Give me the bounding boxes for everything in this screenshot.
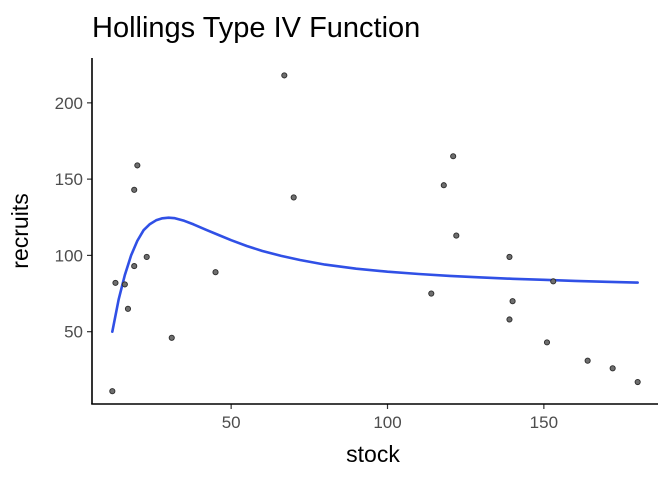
data-point [453, 232, 460, 239]
data-point [290, 194, 297, 201]
data-point [131, 186, 138, 193]
data-point [584, 357, 591, 364]
data-point [131, 263, 138, 270]
x-tick-label: 150 [530, 413, 558, 432]
data-point [124, 305, 132, 312]
data-point [168, 334, 175, 341]
data-point [121, 281, 128, 288]
x-tick-label: 100 [373, 413, 401, 432]
data-point [134, 162, 141, 169]
data-point [543, 339, 551, 346]
data-point [212, 269, 219, 276]
data-point [509, 298, 516, 305]
ticks-layer: 50 100 150 50 100 150 200 [55, 94, 558, 432]
points-layer [109, 72, 641, 395]
data-point [143, 253, 150, 260]
data-point [440, 182, 447, 189]
y-tick-label: 150 [55, 170, 83, 189]
curve-layer [111, 216, 639, 333]
data-point [609, 365, 616, 372]
data-point [450, 153, 457, 160]
chart-title: Hollings Type IV Function [92, 12, 420, 44]
data-point [634, 378, 641, 386]
data-point [112, 279, 119, 286]
y-axis-title: recruits [7, 193, 33, 268]
data-point [506, 316, 513, 323]
y-tick-label: 100 [55, 246, 83, 265]
x-axis-title: stock [346, 441, 400, 467]
data-point [506, 253, 513, 260]
data-point [109, 388, 116, 395]
x-tick-label: 50 [222, 413, 241, 432]
y-tick-label: 50 [64, 323, 83, 342]
data-point [281, 72, 288, 79]
data-point [428, 290, 435, 297]
fitted-curve [111, 216, 639, 333]
data-point [550, 278, 557, 285]
y-tick-label: 200 [55, 94, 83, 113]
